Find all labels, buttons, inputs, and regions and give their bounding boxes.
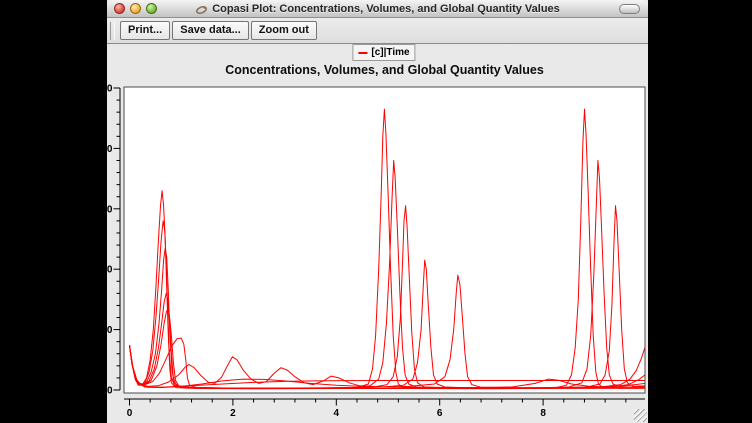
copasi-plot-window: Copasi Plot: Concentrations, Volumes, an…	[107, 0, 648, 423]
legend-line-marker	[358, 51, 368, 54]
svg-text:30: 30	[107, 204, 113, 215]
svg-text:40: 40	[107, 144, 113, 155]
copasi-icon	[196, 5, 208, 14]
legend-label: [c]|Time	[371, 47, 410, 58]
print-button[interactable]: Print...	[120, 21, 171, 40]
chart-title: Concentrations, Volumes, and Global Quan…	[225, 63, 544, 77]
plot-canvas[interactable]: 0 2 4 6 8 0 10 20 30 40 50	[107, 80, 648, 423]
svg-text:8: 8	[540, 408, 546, 419]
toolbar: Print... Save data... Zoom out	[107, 18, 648, 44]
svg-text:6: 6	[437, 408, 443, 419]
window-title: Copasi Plot: Concentrations, Volumes, an…	[212, 3, 560, 15]
minimize-button[interactable]	[130, 3, 141, 14]
close-button[interactable]	[114, 3, 125, 14]
zoom-out-button[interactable]: Zoom out	[250, 21, 317, 40]
legend-item[interactable]: [c]|Time	[352, 44, 416, 61]
svg-text:10: 10	[107, 325, 113, 336]
svg-text:0: 0	[107, 386, 113, 397]
svg-text:20: 20	[107, 265, 113, 276]
resize-grip-icon[interactable]	[634, 409, 647, 422]
svg-text:0: 0	[127, 408, 133, 419]
zoom-window-button[interactable]	[146, 3, 157, 14]
svg-text:2: 2	[230, 408, 236, 419]
svg-text:4: 4	[334, 408, 340, 419]
svg-text:50: 50	[107, 84, 113, 95]
save-data-button[interactable]: Save data...	[172, 21, 249, 40]
toolbar-drag-handle[interactable]	[110, 21, 115, 40]
toolbar-toggle-button[interactable]	[619, 4, 640, 14]
plot-panel: [c]|Time Concentrations, Volumes, and Gl…	[107, 44, 648, 423]
title-bar[interactable]: Copasi Plot: Concentrations, Volumes, an…	[107, 0, 648, 18]
